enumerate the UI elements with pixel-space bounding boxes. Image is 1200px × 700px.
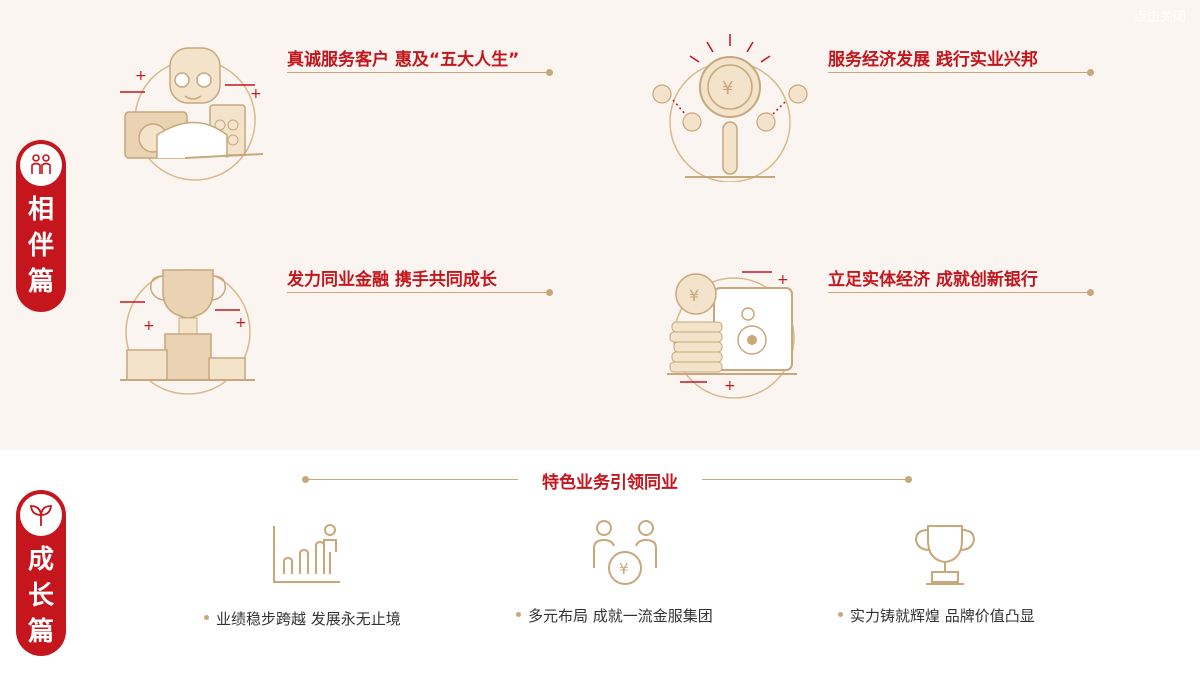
- svg-text:+: +: [777, 272, 789, 288]
- tab-growth[interactable]: 成长篇: [16, 490, 66, 656]
- svg-text:+: +: [143, 318, 155, 334]
- feature-title-4: 立足实体经济 成就创新银行: [828, 270, 1038, 290]
- growth-heading: 特色业务引领同业: [0, 468, 1200, 493]
- heading-dot-right: [905, 476, 912, 483]
- feature-divider-dot-1: [546, 69, 553, 76]
- growth-label-1: 业绩稳步跨越 发展永无止境: [216, 610, 401, 628]
- tab-partner-label: 相伴篇: [27, 195, 54, 297]
- sprout-icon: [20, 494, 62, 536]
- bullet-2: [516, 612, 521, 617]
- safe-coins-icon: ¥ + +: [662, 262, 802, 408]
- bullet-1: [204, 615, 209, 620]
- heading-dot-left: [302, 476, 309, 483]
- service-person-icon: + +: [115, 40, 275, 189]
- feature-divider-1: [287, 72, 549, 73]
- feature-title-2: 服务经济发展 践行实业兴邦: [828, 50, 1038, 70]
- growth-label-3: 实力铸就辉煌 品牌价值凸显: [850, 607, 1035, 625]
- trophy-podium-icon: + +: [115, 262, 265, 406]
- svg-text:¥: ¥: [619, 560, 629, 578]
- svg-text:¥: ¥: [689, 286, 699, 305]
- tab-growth-label: 成长篇: [27, 545, 54, 647]
- svg-text:¥: ¥: [722, 78, 733, 99]
- growth-label-2: 多元布局 成就一流金服集团: [528, 607, 713, 625]
- svg-text:+: +: [250, 86, 262, 102]
- feature-divider-4: [828, 292, 1090, 293]
- people-coin-icon: ¥: [590, 518, 660, 592]
- feature-title-3: 发力同业金融 携手共同成长: [287, 270, 497, 290]
- tab-partner[interactable]: 相伴篇: [16, 140, 66, 312]
- growth-chart-icon: [272, 522, 342, 590]
- bullet-3: [838, 612, 843, 617]
- feature-divider-dot-3: [546, 289, 553, 296]
- svg-text:+: +: [235, 315, 247, 331]
- heading-line-left: [308, 479, 518, 480]
- close-button[interactable]: 点击关闭: [1133, 10, 1186, 25]
- svg-text:+: +: [724, 378, 736, 394]
- feature-divider-dot-2: [1087, 69, 1094, 76]
- feature-divider-2: [828, 72, 1090, 73]
- trophy-icon: [912, 522, 978, 592]
- heading-line-right: [702, 479, 907, 480]
- feature-divider-3: [287, 292, 549, 293]
- feature-title-1: 真诚服务客户 惠及“五大人生”: [287, 50, 520, 70]
- coin-magnifier-icon: ¥: [645, 32, 815, 186]
- svg-text:+: +: [135, 68, 147, 84]
- feature-divider-dot-4: [1087, 289, 1094, 296]
- growth-section: [0, 450, 1200, 700]
- people-icon: [20, 144, 62, 186]
- growth-heading-title: 特色业务引领同业: [542, 473, 678, 493]
